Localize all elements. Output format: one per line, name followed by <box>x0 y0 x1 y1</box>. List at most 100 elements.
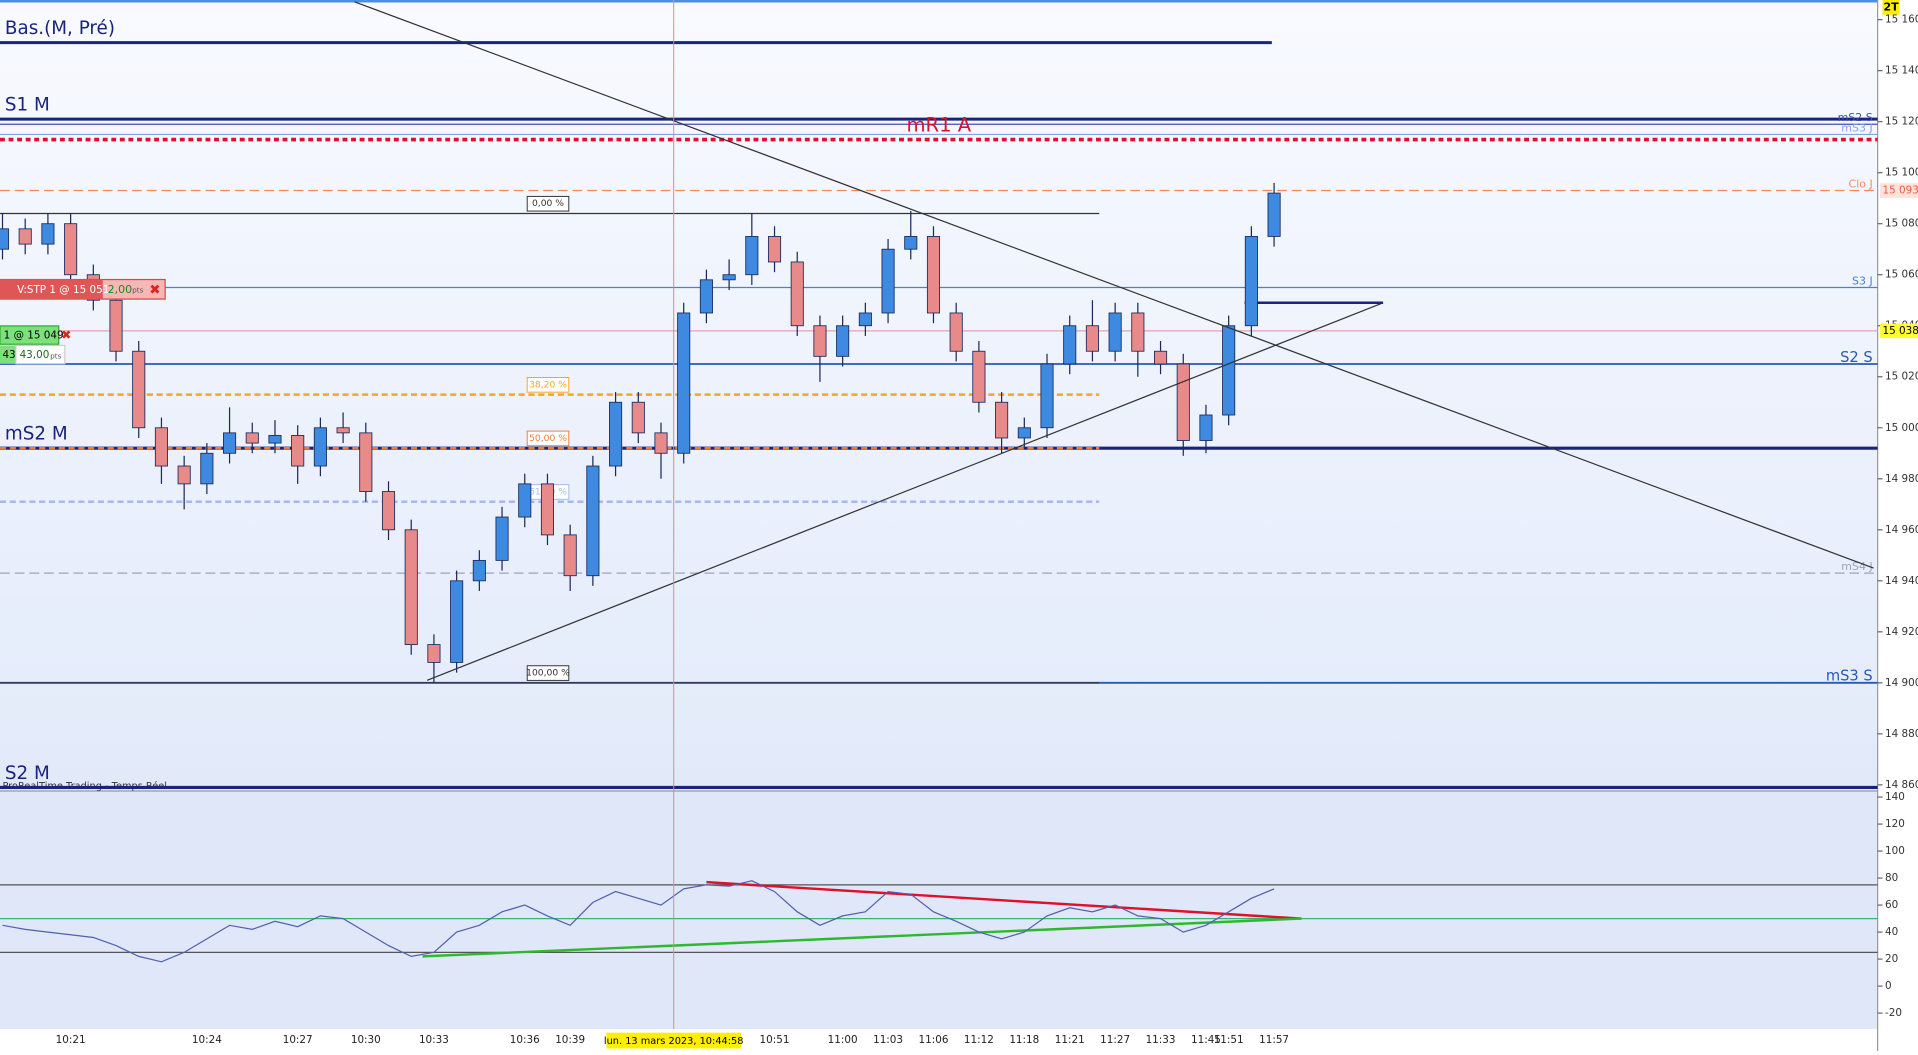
price-tag-label: 15 093 <box>1883 185 1918 197</box>
candle-body <box>132 350 146 429</box>
price-tag <box>1880 183 1918 198</box>
candle-body <box>1222 325 1236 416</box>
candle-body <box>41 223 55 245</box>
candle-body <box>1199 414 1213 441</box>
position[interactable] <box>0 325 60 345</box>
candle-body <box>381 491 396 531</box>
position-label: 1 @ 15 049 <box>4 330 64 342</box>
fib-label-bg <box>526 195 570 212</box>
close-position-icon[interactable]: ✖ <box>61 328 71 342</box>
candle-body <box>699 279 713 314</box>
y-tick-label: 15 000 <box>1885 422 1918 434</box>
trendline <box>706 880 1302 920</box>
y-tick-label: 80 <box>1885 872 1898 884</box>
level-label: Clo J <box>1849 177 1873 190</box>
candle-body <box>1085 325 1099 352</box>
trendline <box>422 917 1302 958</box>
candle-body <box>972 350 986 403</box>
level-label: mS3 S <box>1826 668 1873 685</box>
x-tick-label: 10:24 <box>192 1034 222 1046</box>
level-label: mS4 J <box>1841 560 1872 573</box>
x-tick-label: 11:03 <box>873 1034 903 1046</box>
gain-unit: pts <box>50 351 62 360</box>
price-tag-label: 15 038 <box>1883 325 1918 337</box>
candle-body <box>813 325 827 357</box>
candle-body <box>1017 427 1031 439</box>
fib-label: 50,00 % <box>529 433 567 444</box>
level-label: mS2 M <box>5 424 68 445</box>
candle-body <box>563 534 577 577</box>
candle-body <box>836 325 850 357</box>
x-tick-label: 11:33 <box>1146 1034 1176 1046</box>
price-tag <box>1880 323 1918 339</box>
y-tick-label: 15 020 <box>1885 371 1918 383</box>
badge-bg <box>1882 0 1900 15</box>
y-tick-label: 14 880 <box>1885 728 1918 740</box>
x-tick-label: 10:36 <box>510 1034 540 1046</box>
candle-body <box>268 434 282 444</box>
x-tick-label: 11:45 <box>1191 1034 1221 1046</box>
fib-label: 38,20 % <box>529 379 567 390</box>
x-tick-label: 10:21 <box>56 1034 86 1046</box>
candle-body <box>1131 312 1145 352</box>
candle-body <box>336 427 350 434</box>
y-tick-label: 60 <box>1885 899 1898 911</box>
x-tick-label: 10:27 <box>283 1034 313 1046</box>
candle-body <box>858 312 872 327</box>
candle-body <box>995 401 1009 439</box>
candle-body <box>1040 363 1054 429</box>
level-label: S1 M <box>5 95 50 116</box>
candle-body <box>540 483 555 536</box>
candle-body <box>313 427 327 467</box>
stop-order-label: V:STP 1 @ 15 051 <box>17 284 109 296</box>
level-label: mS3 J <box>1841 121 1872 134</box>
stop-pts: 2,00 <box>108 283 132 296</box>
y-tick-label: -20 <box>1885 1007 1902 1019</box>
candle-body <box>359 432 373 492</box>
y-tick-label: 40 <box>1885 926 1898 938</box>
candle-body <box>109 299 123 352</box>
level-label: S2 S <box>1840 349 1873 366</box>
y-tick-label: 120 <box>1885 818 1905 830</box>
candle-body <box>450 580 464 663</box>
candle-body <box>518 483 532 518</box>
candle-body <box>200 452 214 485</box>
candle-body <box>654 432 668 454</box>
y-tick-label: 15 080 <box>1885 218 1918 230</box>
candle-body <box>1176 363 1190 441</box>
candle-body <box>177 465 191 485</box>
x-tick-label: 11:12 <box>964 1034 994 1046</box>
trendline <box>426 302 1384 681</box>
y-tick-label: 140 <box>1885 791 1905 803</box>
x-tick-label: 10:39 <box>555 1034 585 1046</box>
badge: 2T <box>1884 0 1900 13</box>
candle-body <box>1267 192 1281 237</box>
candle-body <box>745 236 759 276</box>
x-tick-label: 11:27 <box>1100 1034 1130 1046</box>
oscillator-line <box>2 880 1275 963</box>
trendline <box>354 1 1874 569</box>
y-tick-label: 15 140 <box>1885 65 1918 77</box>
y-tick-label: 14 960 <box>1885 524 1918 536</box>
fib-label: 0,00 % <box>532 198 564 209</box>
y-tick-label: 20 <box>1885 953 1898 965</box>
candle-body <box>1063 325 1077 365</box>
y-tick-label: 15 160 <box>1885 14 1918 26</box>
candle-body <box>609 401 623 467</box>
y-tick-label: 15 100 <box>1885 167 1918 179</box>
y-tick-label: 100 <box>1885 845 1905 857</box>
close-icon[interactable]: ✖ <box>149 283 160 298</box>
candle-body <box>64 223 78 276</box>
candle-body <box>881 248 895 314</box>
time-axis <box>0 1029 1878 1051</box>
y-tick-label: 14 860 <box>1885 779 1918 791</box>
stop-order-label-bg <box>0 279 103 300</box>
x-tick-label: 10:51 <box>760 1034 790 1046</box>
qty: 43 <box>2 349 15 361</box>
candle-body <box>767 236 782 263</box>
x-tick-label: 11:18 <box>1009 1034 1039 1046</box>
candle-body <box>949 312 963 352</box>
y-tick-label: 15 120 <box>1885 116 1918 128</box>
fib-label-bg <box>526 665 570 681</box>
